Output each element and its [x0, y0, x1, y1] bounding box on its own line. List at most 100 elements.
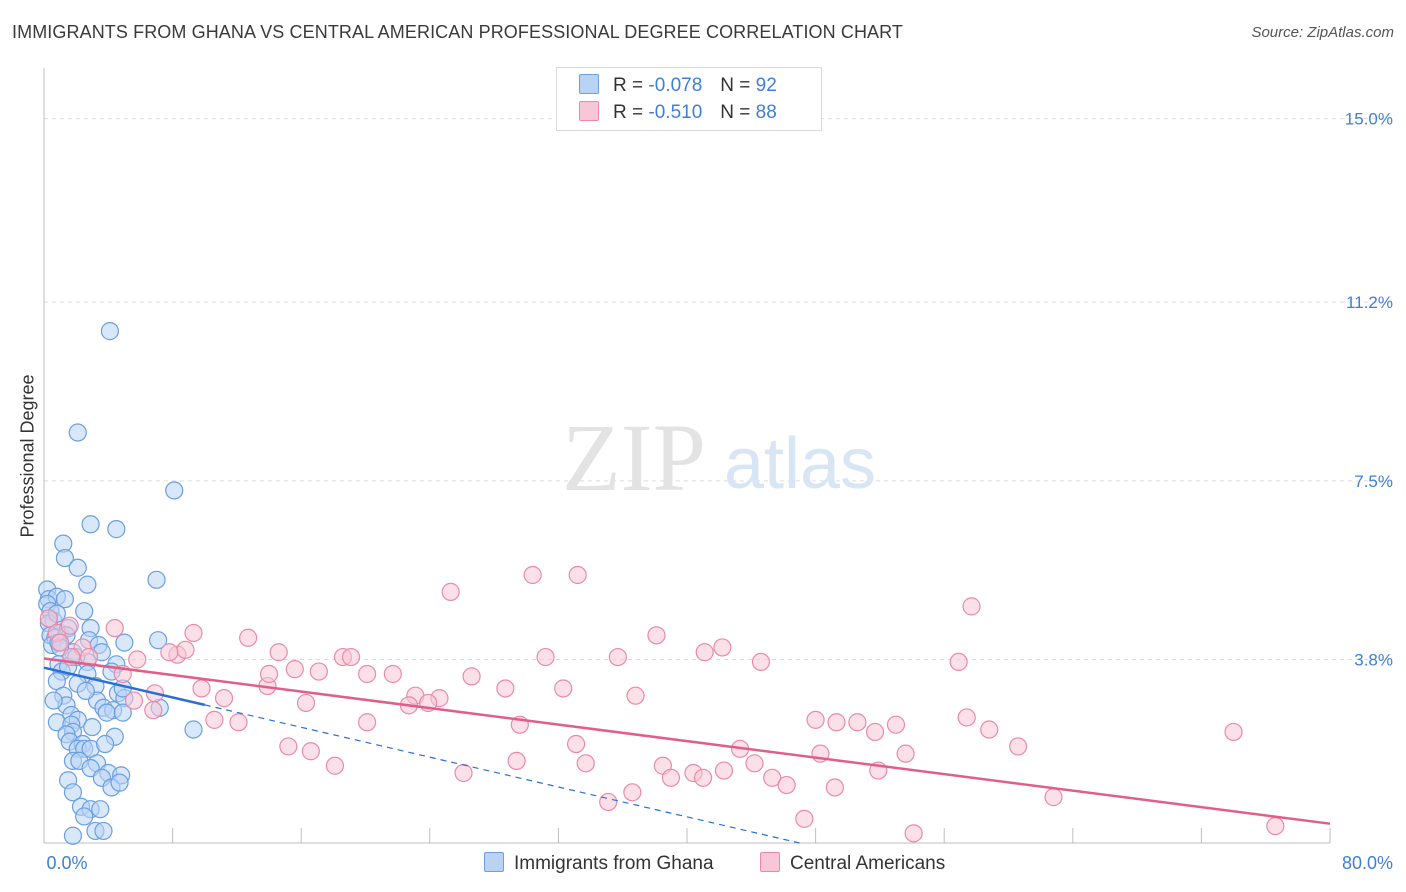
data-point-central-americans [745, 754, 764, 773]
y-tick-labels: 3.8% 7.5% 11.2% 15.0% [1345, 110, 1393, 670]
y-tick-label: 11.2% [1346, 293, 1393, 312]
data-point-central-americans [693, 768, 713, 787]
y-axis-label: Professional Degree [17, 374, 38, 538]
data-point-central-americans [79, 647, 99, 667]
trendlines [43, 657, 1331, 844]
data-point-central-americans [285, 660, 304, 679]
series-central-americans-points [39, 565, 1285, 843]
data-point-central-americans [184, 623, 203, 643]
data-point-ghana [91, 800, 110, 819]
data-point-central-americans [309, 662, 328, 681]
data-point-central-americans [269, 643, 288, 662]
data-point-central-americans [647, 626, 666, 645]
data-point-central-americans [599, 792, 618, 812]
data-point-central-americans [39, 609, 58, 628]
data-point-ghana [55, 590, 74, 609]
legend-row-ghana: R = -0.078 N = 92 [579, 74, 777, 100]
watermark-zip: ZIP [562, 404, 706, 511]
data-point-central-americans [695, 643, 714, 662]
data-point-central-americans [462, 667, 481, 686]
data-point-ghana [149, 631, 168, 650]
legend-r-label: R = [613, 102, 644, 123]
legend-r-value: -0.510 [648, 102, 703, 123]
data-point-central-americans [441, 582, 460, 601]
data-point-central-americans [192, 679, 211, 698]
legend-n-label: N = [720, 102, 751, 123]
data-point-central-americans [205, 710, 224, 729]
axes [43, 68, 1331, 844]
data-point-central-americans [623, 783, 642, 802]
data-point-ghana [95, 734, 115, 754]
data-point-central-americans [554, 679, 573, 698]
y-tick-label: 3.8% [1354, 650, 1393, 669]
data-point-ghana [63, 826, 83, 845]
data-point-central-americans [713, 638, 732, 657]
data-point-ghana [165, 481, 184, 500]
data-point-central-americans [341, 647, 361, 667]
data-point-ghana [100, 322, 120, 341]
data-point-ghana [75, 807, 94, 826]
data-point-central-americans [325, 756, 345, 775]
data-point-ghana [55, 548, 74, 568]
data-point-central-americans [608, 647, 627, 667]
data-point-central-americans [128, 650, 147, 669]
data-point-central-americans [848, 713, 867, 732]
data-point-central-americans [865, 722, 885, 742]
data-point-central-americans [626, 686, 645, 705]
source-label: Source: ZipAtlas.com [1251, 24, 1394, 41]
data-point-ghana [63, 783, 83, 802]
series-ghana-points [38, 322, 203, 845]
data-point-ghana [68, 423, 87, 442]
data-point-central-americans [507, 751, 526, 771]
trendline-ghana-extension [204, 704, 800, 844]
data-point-central-americans [1266, 816, 1285, 836]
data-point-central-americans [301, 742, 320, 761]
data-point-ghana [83, 718, 102, 737]
data-point-ghana [94, 821, 113, 841]
data-point-central-americans [714, 761, 734, 780]
legend-swatch-pink [579, 101, 599, 121]
data-point-central-americans [1224, 722, 1243, 742]
data-point-central-americans [296, 693, 316, 713]
data-point-central-americans [1009, 737, 1028, 756]
data-point-central-americans [383, 664, 402, 684]
data-point-ghana [184, 720, 203, 739]
data-point-central-americans [214, 689, 234, 708]
data-point-ghana [44, 691, 63, 710]
legend-n-label: N = [720, 75, 751, 96]
data-point-central-americans [50, 633, 70, 652]
data-point-ghana [68, 558, 87, 577]
data-point-ghana [115, 633, 134, 652]
data-point-ghana [78, 575, 97, 594]
y-tick-label: 7.5% [1354, 472, 1393, 491]
data-point-central-americans [176, 640, 195, 659]
data-point-central-americans [60, 616, 79, 635]
data-point-central-americans [904, 824, 923, 843]
data-point-central-americans [566, 734, 586, 754]
legend-r-label: R = [613, 75, 644, 96]
data-point-ghana [113, 703, 132, 722]
data-point-central-americans [259, 664, 279, 684]
data-point-ghana [81, 515, 100, 534]
data-point-central-americans [239, 628, 258, 647]
data-point-central-americans [827, 713, 846, 732]
data-point-central-americans [358, 713, 377, 732]
trendline-central-americans [43, 657, 1331, 825]
bottom-legend-swatch-blue [484, 852, 504, 872]
legend-r-value: -0.078 [648, 75, 703, 96]
data-point-central-americans [661, 768, 681, 787]
data-point-central-americans [160, 643, 179, 662]
data-point-central-americans [949, 652, 968, 672]
data-point-ghana [97, 703, 116, 722]
data-point-central-americans [454, 763, 473, 783]
legend-n-value: 92 [755, 75, 777, 96]
data-point-ghana [110, 773, 129, 792]
data-point-central-americans [896, 744, 915, 763]
bottom-legend-label-central: Central Americans [790, 853, 946, 874]
bottom-legend-central-americans: Central Americans [760, 852, 945, 875]
chart-title: IMMIGRANTS FROM GHANA VS CENTRAL AMERICA… [12, 22, 904, 42]
data-point-central-americans [576, 754, 595, 773]
trendline-ghana [43, 666, 206, 707]
data-point-central-americans [980, 720, 999, 739]
correlation-legend: R = -0.078 N = 92 R = -0.510 N = 88 [556, 67, 822, 131]
